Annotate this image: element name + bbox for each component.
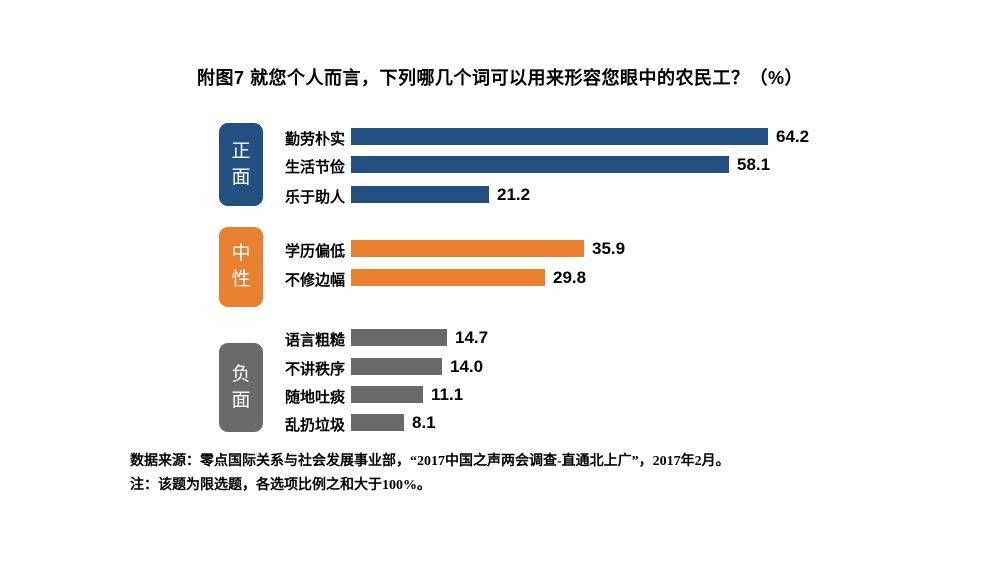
bar-label: 学历偏低 [284, 243, 345, 260]
bar [351, 186, 489, 203]
bar-value: 11.1 [431, 385, 464, 404]
chart-title: 附图7 就您个人而言，下列哪几个词可以用来形容您眼中的农民工？（%） [196, 68, 803, 88]
bar [351, 329, 447, 346]
bar-value: 14.7 [455, 328, 489, 347]
footnote-source: 数据来源：零点国际关系与社会发展事业部，“2017中国之声两会调查-直通北上广”… [130, 454, 730, 469]
group-badge-char: 中 [231, 243, 251, 264]
bar-label: 乱扔垃圾 [284, 417, 345, 434]
bar-label: 勤劳朴实 [284, 131, 345, 148]
bar-label: 语言粗糙 [284, 332, 345, 349]
group-badge-char: 负 [231, 363, 251, 385]
bar-value: 14.0 [450, 357, 484, 376]
bar [351, 414, 404, 431]
group-badge-char: 性 [231, 269, 251, 290]
bar-value: 21.2 [497, 185, 531, 204]
group-badge-positive: 正面 [219, 123, 263, 206]
bar-label: 不讲秩序 [284, 361, 345, 378]
bar-label: 乐于助人 [284, 189, 345, 206]
group-badge-neutral: 中性 [219, 227, 263, 307]
bar-value: 29.8 [553, 268, 587, 287]
bar [351, 358, 442, 375]
bar [351, 128, 768, 145]
bar-label: 随地吐痰 [284, 389, 345, 406]
group-badge-char: 面 [231, 389, 251, 411]
bar [351, 269, 545, 286]
bar-value: 64.2 [776, 127, 810, 146]
footnote-note: 注：该题为限选题，各选项比例之和大于100%。 [130, 478, 431, 493]
bar-value: 35.9 [592, 239, 626, 258]
group-badge-char: 面 [231, 166, 251, 188]
bar-label: 不修边幅 [284, 272, 345, 289]
group-badge-char: 正 [231, 140, 251, 162]
bar-value: 8.1 [412, 413, 436, 432]
bar-label: 生活节俭 [284, 159, 345, 176]
bar [351, 240, 584, 257]
bar [351, 386, 423, 403]
bar [351, 156, 729, 173]
group-badge-negative: 负面 [219, 343, 263, 432]
bar-value: 58.1 [737, 155, 771, 174]
